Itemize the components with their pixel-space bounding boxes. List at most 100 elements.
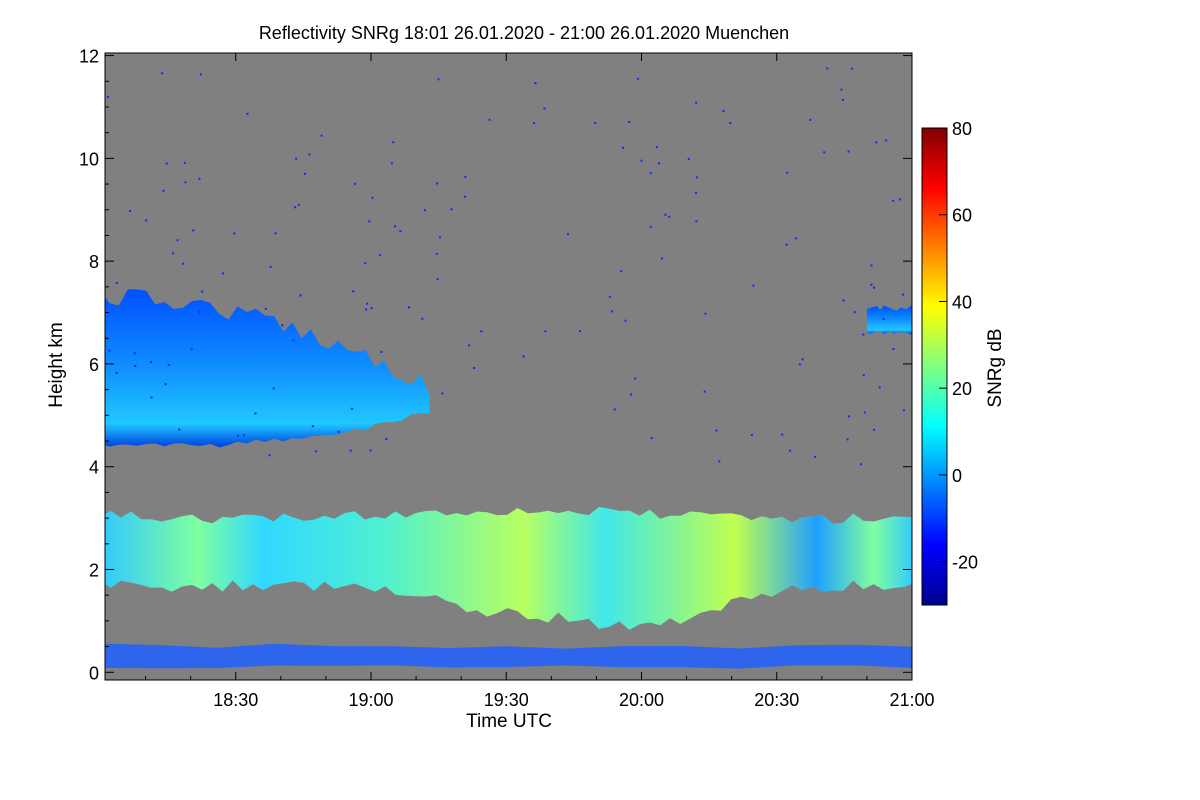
noise-pixel bbox=[236, 434, 239, 437]
colorbar-tick-label: 0 bbox=[952, 466, 962, 486]
noise-pixel bbox=[885, 139, 888, 142]
noise-pixel bbox=[630, 393, 632, 396]
noise-pixel bbox=[695, 191, 697, 194]
plot-area bbox=[105, 53, 912, 680]
noise-pixel bbox=[369, 449, 372, 452]
noise-pixel bbox=[308, 153, 311, 156]
noise-pixel bbox=[704, 312, 707, 315]
noise-pixel bbox=[176, 239, 179, 242]
noise-pixel bbox=[364, 262, 367, 265]
noise-pixel bbox=[473, 367, 476, 369]
noise-pixel bbox=[421, 317, 424, 320]
noise-pixel bbox=[167, 363, 170, 366]
noise-pixel bbox=[295, 157, 298, 160]
noise-pixel bbox=[371, 196, 374, 199]
noise-pixel bbox=[750, 434, 753, 437]
noise-pixel bbox=[488, 118, 491, 121]
noise-pixel bbox=[847, 150, 850, 153]
noise-pixel bbox=[165, 162, 168, 165]
colorbar-tick-label: 40 bbox=[952, 292, 972, 312]
noise-pixel bbox=[846, 438, 849, 441]
noise-pixel bbox=[292, 339, 295, 342]
noise-pixel bbox=[351, 407, 353, 410]
noise-pixel bbox=[534, 82, 537, 85]
noise-pixel bbox=[201, 290, 204, 293]
x-tick-label: 20:00 bbox=[619, 690, 664, 710]
plot-frame bbox=[104, 52, 913, 681]
noise-pixel bbox=[366, 302, 369, 305]
noise-pixel bbox=[862, 333, 865, 336]
noise-pixel bbox=[370, 307, 373, 310]
noise-pixel bbox=[729, 122, 732, 124]
noise-pixel bbox=[533, 122, 536, 125]
region-upper-cloud-east bbox=[866, 305, 912, 335]
noise-pixel bbox=[408, 306, 410, 309]
noise-pixel bbox=[242, 434, 245, 437]
noise-pixel bbox=[655, 146, 658, 149]
y-tick-label: 12 bbox=[79, 47, 99, 67]
noise-pixel bbox=[464, 195, 467, 198]
noise-pixel bbox=[164, 383, 167, 386]
noise-pixel bbox=[441, 392, 444, 395]
noise-pixel bbox=[222, 272, 225, 275]
noise-pixel bbox=[134, 365, 137, 367]
noise-pixel bbox=[622, 146, 624, 149]
noise-pixel bbox=[199, 73, 202, 76]
noise-pixel bbox=[882, 318, 885, 320]
noise-pixel bbox=[436, 182, 439, 185]
noise-pixel bbox=[385, 438, 388, 440]
noise-pixel bbox=[464, 175, 467, 178]
noise-pixel bbox=[150, 361, 152, 364]
noise-pixel bbox=[878, 386, 881, 389]
y-tick-label: 4 bbox=[89, 458, 99, 478]
noise-pixel bbox=[640, 159, 643, 162]
noise-pixel bbox=[378, 254, 381, 257]
noise-pixel bbox=[543, 107, 546, 110]
noise-pixel bbox=[624, 319, 627, 322]
noise-pixel bbox=[435, 252, 438, 255]
noise-pixel bbox=[608, 295, 611, 298]
noise-pixel bbox=[522, 355, 525, 358]
noise-pixel bbox=[842, 299, 845, 302]
x-axis-label: Time UTC bbox=[466, 711, 552, 732]
noise-pixel bbox=[873, 428, 876, 431]
colorbar-tick-label: 20 bbox=[952, 379, 972, 399]
noise-pixel bbox=[272, 387, 275, 390]
noise-pixel bbox=[851, 67, 854, 70]
noise-pixel bbox=[354, 182, 357, 185]
noise-pixel bbox=[297, 203, 300, 206]
noise-pixel bbox=[349, 449, 352, 452]
noise-pixel bbox=[795, 237, 798, 240]
chart-title: Reflectivity SNRg 18:01 26.01.2020 - 21:… bbox=[259, 23, 789, 43]
noise-pixel bbox=[637, 77, 640, 80]
noise-pixel bbox=[902, 409, 905, 412]
noise-pixel bbox=[254, 412, 257, 415]
noise-pixel bbox=[826, 67, 829, 70]
noise-pixel bbox=[129, 210, 132, 212]
noise-pixel bbox=[715, 429, 718, 432]
noise-pixel bbox=[649, 225, 652, 228]
noise-pixel bbox=[436, 278, 439, 281]
noise-pixel bbox=[789, 449, 792, 452]
noise-pixel bbox=[863, 411, 866, 414]
x-tick-label: 19:00 bbox=[348, 690, 393, 710]
noise-pixel bbox=[848, 415, 850, 418]
noise-pixel bbox=[304, 172, 307, 175]
noise-pixel bbox=[544, 330, 547, 333]
noise-pixel bbox=[392, 141, 395, 144]
noise-pixel bbox=[695, 176, 698, 179]
noise-pixel bbox=[233, 232, 236, 235]
noise-pixel bbox=[781, 433, 784, 436]
noise-pixel bbox=[368, 220, 371, 223]
noise-pixel bbox=[365, 308, 368, 311]
noise-pixel bbox=[870, 264, 873, 267]
noise-pixel bbox=[594, 122, 597, 124]
noise-pixel bbox=[150, 396, 153, 399]
noise-pixel bbox=[315, 450, 318, 453]
region-near-surface-returns bbox=[105, 643, 912, 669]
noise-pixel bbox=[390, 162, 393, 165]
noise-pixel bbox=[578, 330, 581, 333]
noise-pixel bbox=[480, 330, 483, 333]
noise-pixel bbox=[294, 206, 297, 209]
noise-pixel bbox=[311, 425, 314, 428]
